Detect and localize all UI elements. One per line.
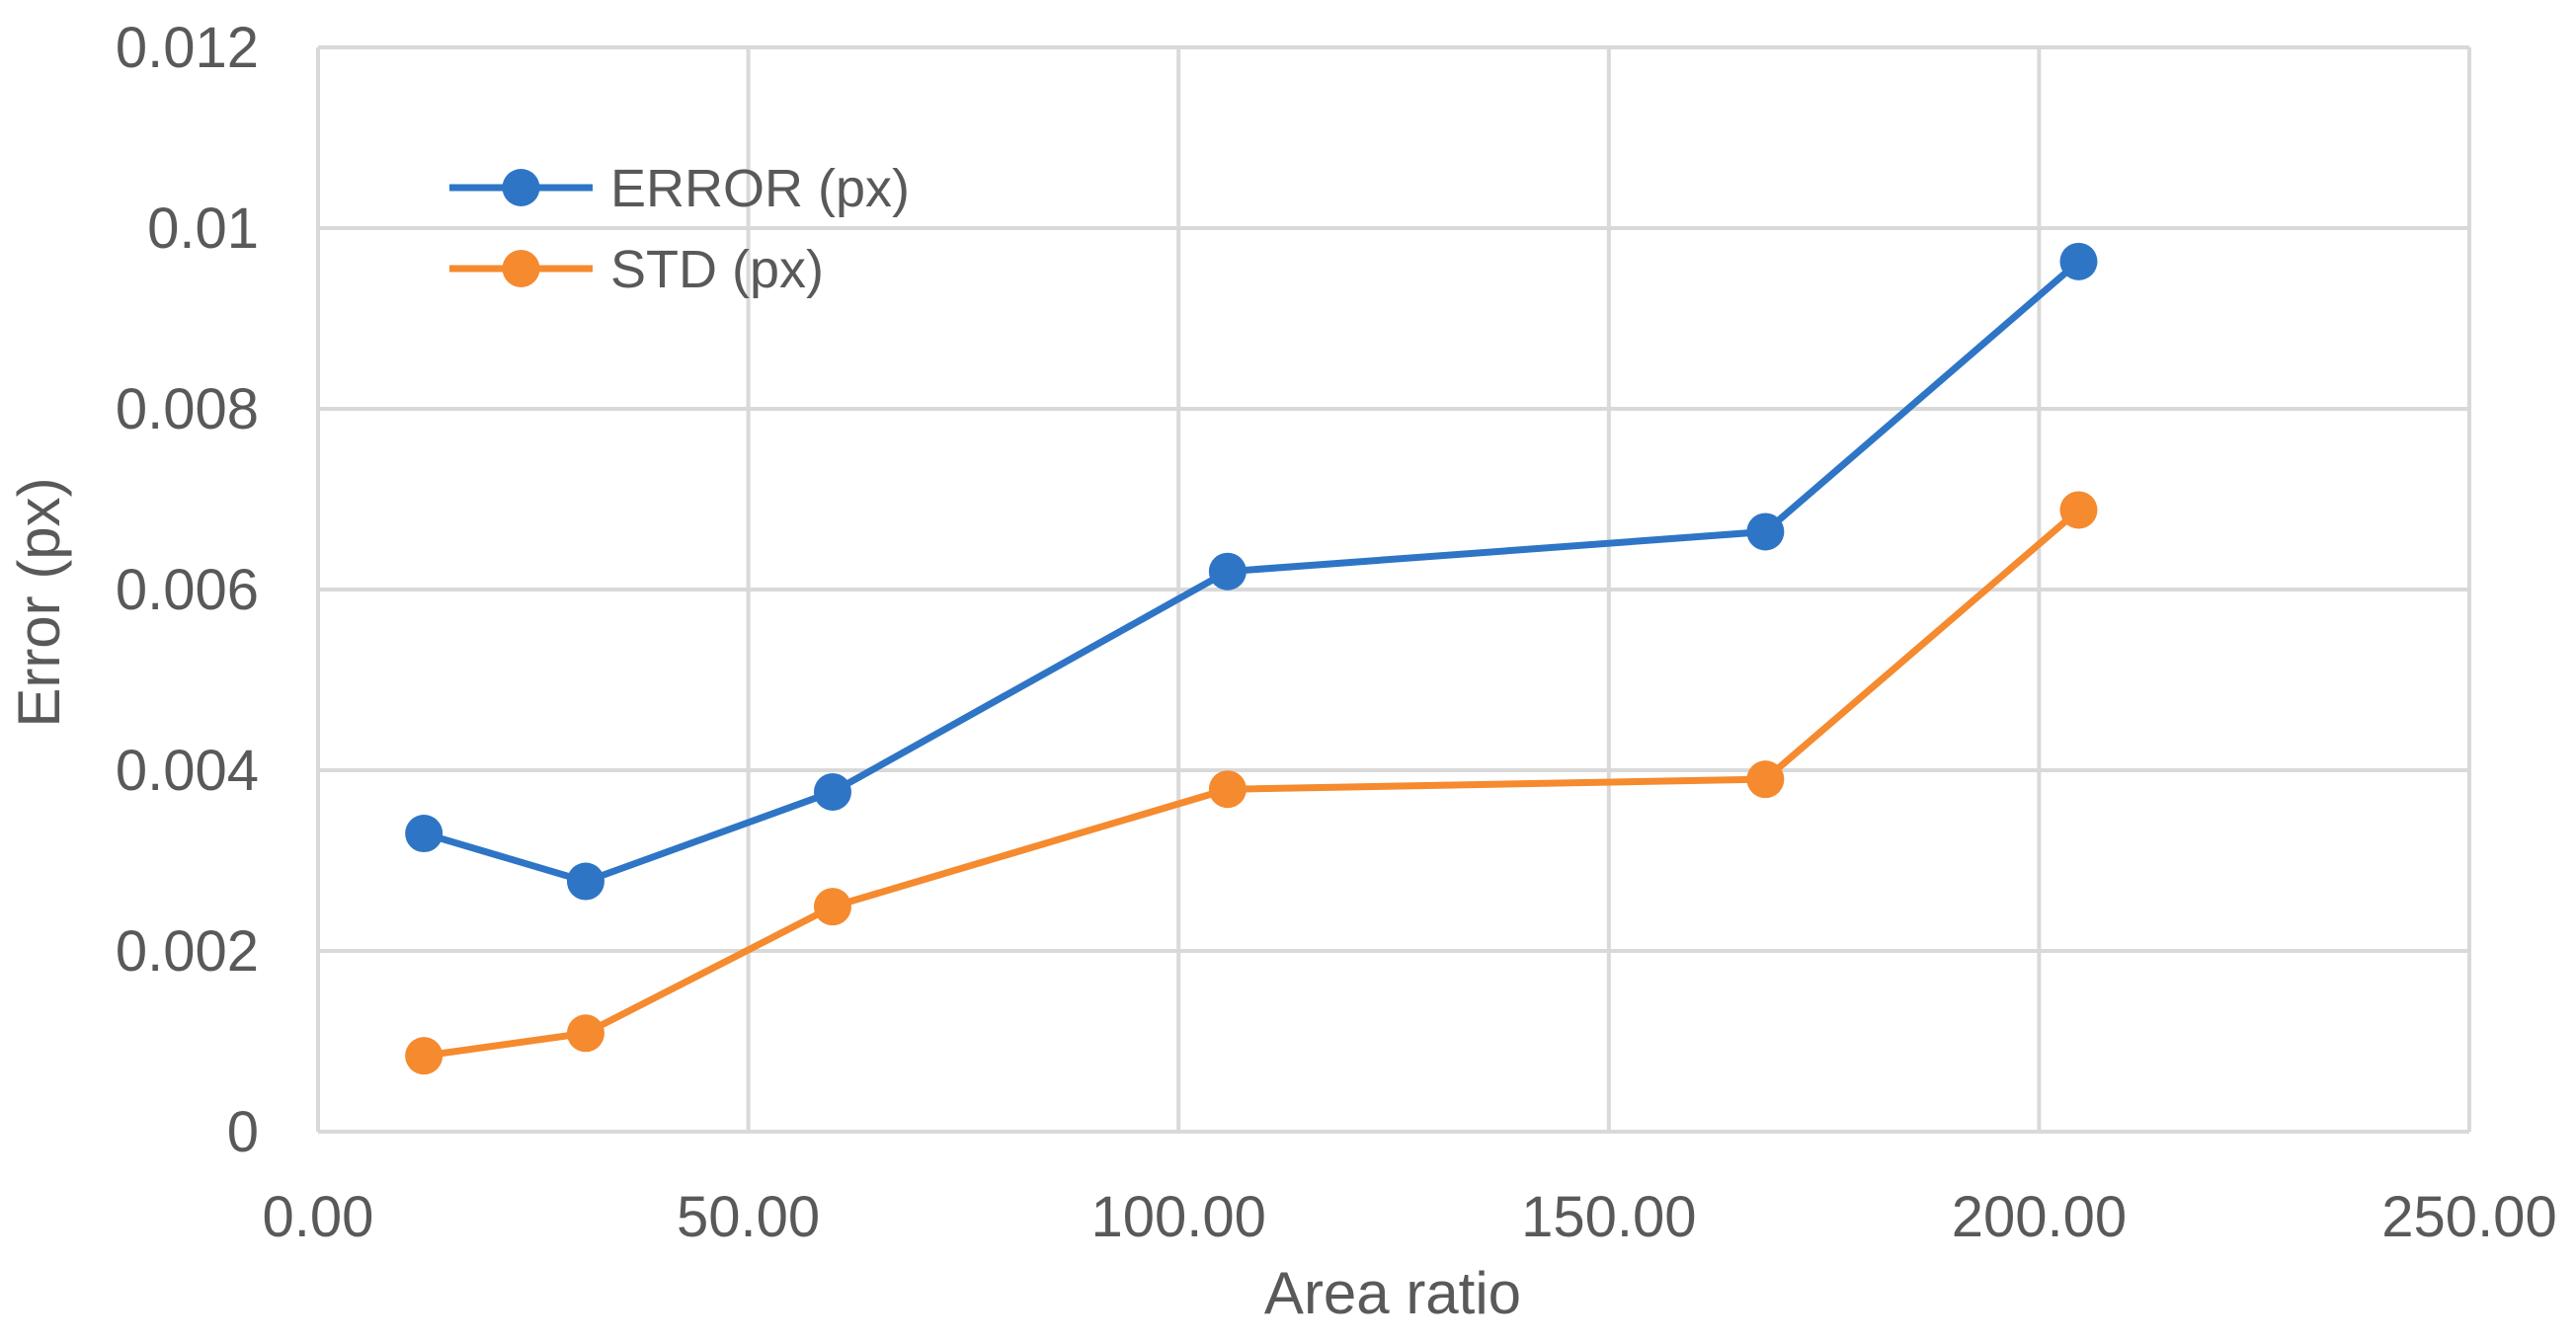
data-point [813,772,851,811]
x-axis-title: Area ratio [1264,1260,1521,1326]
axes [316,47,2469,1134]
x-tick-label: 200.00 [1952,1185,2127,1249]
y-tick-label: 0.012 [116,16,259,80]
data-point [1208,770,1247,809]
legend-item: STD (px) [449,240,824,299]
y-tick-label: 0.004 [116,739,259,803]
x-tick-label: 0.00 [263,1185,374,1249]
series-line [420,506,2082,1060]
y-tick-label: 0.006 [116,558,259,622]
tick-labels: 0 0.002 0.004 0.006 0.008 0.01 0.012 0.00 50.00 1… [116,16,2557,1249]
data-point [405,1037,443,1075]
data-point [566,862,604,901]
data-point [1746,513,1785,551]
data-point [405,815,443,853]
y-tick-label: 0 [227,1100,259,1164]
series-line [420,258,2082,886]
y-tick-label: 0.01 [147,197,259,261]
legend-marker [502,169,540,206]
y-axis-title: Error (px) [6,477,72,727]
data-point [1746,760,1785,799]
data-point [566,1014,604,1053]
legend-label: STD (px) [610,240,824,299]
data-point [2059,242,2098,280]
legend-marker [502,250,540,287]
data-point [2059,491,2098,529]
y-tick-label: 0.008 [116,377,259,441]
data-point [1208,552,1247,591]
series-error-px [405,242,2098,901]
gridlines [318,45,2471,1132]
x-tick-label: 150.00 [1521,1185,1696,1249]
legend-label: ERROR (px) [610,159,910,218]
data-point [813,888,851,926]
series-std-px [405,491,2098,1075]
series-group [405,242,2098,1075]
legend: ERROR (px) STD (px) [449,159,910,299]
y-tick-label: 0.002 [116,919,259,984]
x-tick-label: 100.00 [1090,1185,1265,1249]
legend-item: ERROR (px) [449,159,910,218]
x-tick-label: 50.00 [677,1185,820,1249]
x-tick-label: 250.00 [2381,1185,2556,1249]
